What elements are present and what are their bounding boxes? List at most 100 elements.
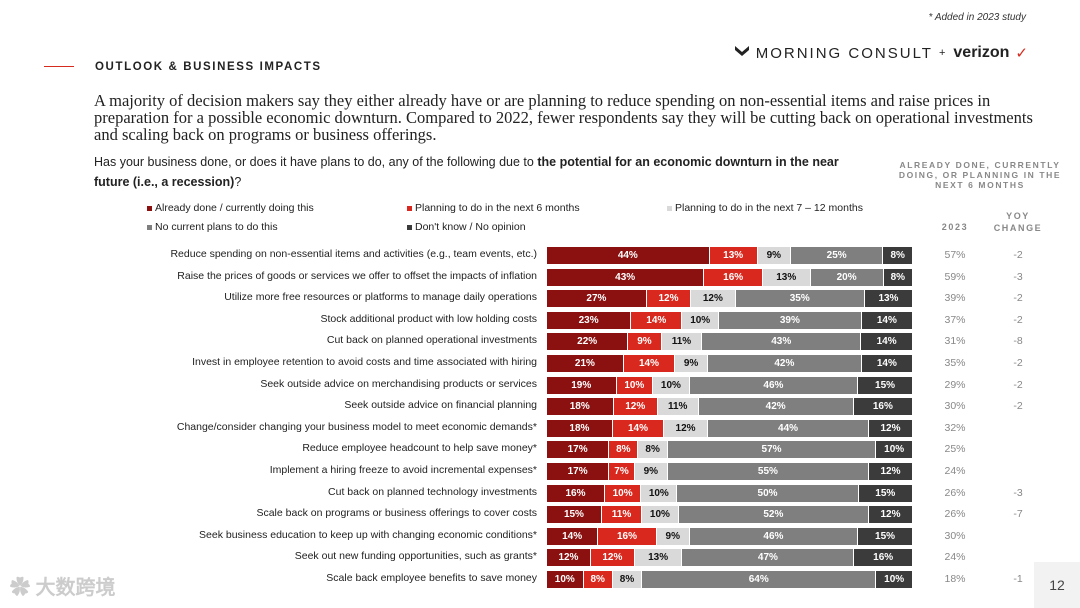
stacked-bar: 12% 12% 13% 47% 16%	[547, 549, 913, 567]
headline: A majority of decision makers say they e…	[94, 91, 1033, 144]
stacked-bar: 16% 10% 10% 50% 15%	[547, 484, 913, 502]
bar-segment-2: 8%	[609, 441, 639, 459]
chart-row: Cut back on planned operational investme…	[0, 333, 1080, 351]
bar-segment-2: 14%	[631, 311, 683, 329]
legend-item: No current plans to do this	[147, 221, 278, 233]
row-label: Raise the prices of goods or services we…	[177, 269, 537, 282]
bar-segment-5: 12%	[869, 419, 913, 437]
stacked-bar: 15% 11% 10% 52% 12%	[547, 506, 913, 524]
bar-segment-2: 9%	[628, 333, 662, 351]
row-label: Cut back on planned operational investme…	[326, 334, 537, 347]
total-2023: 26%	[944, 486, 966, 499]
legend-swatch	[147, 205, 152, 211]
bar-segment-3: 10%	[641, 484, 678, 502]
legend-label: Already done / currently doing this	[155, 202, 314, 214]
bar-segment-3: 13%	[762, 268, 811, 286]
bar-segment-4: 64%	[642, 571, 877, 588]
row-label: Seek outside advice on financial plannin…	[344, 399, 537, 412]
stacked-bar: 21% 14% 9% 42% 14%	[547, 355, 913, 372]
bar-segment-5: 12%	[869, 463, 913, 480]
section-title: OUTLOOK & BUSINESS IMPACTS	[95, 61, 322, 73]
yoy-change: -2	[1013, 400, 1023, 413]
bar-segment-3: 10%	[653, 376, 690, 394]
column-header-2023: 2023	[941, 222, 969, 232]
chart-row: Implement a hiring freeze to avoid incre…	[0, 463, 1080, 480]
question-text: Has your business done, or does it have …	[94, 155, 538, 169]
question-end: ?	[234, 175, 242, 189]
bar-segment-1: 12%	[547, 549, 591, 567]
chart-row: Seek outside advice on merchandising pro…	[0, 376, 1080, 394]
bar-segment-2: 14%	[623, 355, 676, 372]
bar-segment-2: 13%	[709, 247, 758, 264]
morning-consult-logo-icon	[734, 44, 750, 62]
bar-segment-2: 16%	[704, 268, 763, 286]
logo-brand2: verizon	[953, 44, 1010, 61]
bar-segment-4: 46%	[689, 376, 859, 394]
bar-segment-4: 47%	[682, 549, 855, 567]
bar-segment-2: 12%	[590, 549, 635, 567]
chart-row: Reduce employee headcount to help save m…	[0, 441, 1080, 459]
stacked-bar: 17% 7% 9% 55% 12%	[547, 463, 913, 480]
row-label: Reduce employee headcount to help save m…	[302, 442, 537, 455]
bar-segment-3: 12%	[664, 419, 709, 437]
row-label: Reduce spending on non-essential items a…	[170, 248, 537, 260]
bar-segment-4: 35%	[735, 290, 865, 308]
bar-segment-5: 13%	[864, 290, 913, 308]
stacked-bar: 23% 14% 10% 39% 14%	[547, 311, 913, 329]
bar-segment-5: 15%	[858, 527, 913, 545]
row-label: Stock additional product with low holdin…	[320, 312, 537, 325]
stacked-bar: 44% 13% 9% 25% 8%	[547, 247, 913, 264]
total-2023: 59%	[944, 270, 966, 283]
bar-segment-4: 57%	[667, 441, 877, 459]
bar-segment-1: 27%	[547, 290, 647, 308]
legend-swatch	[407, 224, 412, 230]
chart-row: Reduce spending on non-essential items a…	[0, 247, 1080, 264]
chart-row: Seek business education to keep up with …	[0, 527, 1080, 545]
bar-segment-5: 16%	[854, 549, 913, 567]
bar-segment-2: 10%	[616, 376, 654, 394]
stacked-bar: 43% 16% 13% 20% 8%	[547, 268, 913, 286]
bar-segment-3: 13%	[634, 549, 683, 567]
row-label: Scale back employee benefits to save mon…	[326, 572, 537, 584]
bar-segment-2: 12%	[646, 290, 692, 308]
bar-segment-3: 10%	[682, 311, 719, 329]
total-2023: 37%	[944, 313, 966, 326]
row-label: Utilize more free resources or platforms…	[224, 291, 537, 304]
bar-segment-3: 10%	[642, 506, 679, 524]
legend-item: Planning to do in the next 7 – 12 months	[667, 202, 863, 214]
legend-swatch	[407, 205, 412, 211]
column-header-yoy: YOY CHANGE	[993, 211, 1043, 233]
chart-row: Invest in employee retention to avoid co…	[0, 355, 1080, 372]
logo-brand1: MORNING CONSULT	[755, 44, 933, 62]
total-2023: 32%	[944, 421, 966, 434]
bar-segment-3: 9%	[675, 355, 709, 372]
bar-segment-1: 10%	[547, 571, 584, 588]
row-label: Invest in employee retention to avoid co…	[192, 356, 537, 368]
bar-segment-4: 44%	[708, 419, 870, 437]
legend-label: Don't know / No opinion	[415, 221, 526, 233]
bar-segment-2: 14%	[612, 419, 665, 437]
chart-row: Scale back employee benefits to save mon…	[0, 571, 1080, 588]
stacked-bar: 14% 16% 9% 46% 15%	[547, 527, 913, 545]
bar-segment-3: 9%	[634, 463, 668, 480]
bar-segment-5: 8%	[883, 247, 913, 264]
total-2023: 25%	[944, 443, 966, 456]
bar-segment-3: 11%	[661, 333, 703, 351]
total-2023: 31%	[944, 335, 966, 348]
row-label: Seek out new funding opportunities, such…	[294, 550, 537, 563]
stacked-bar: 27% 12% 12% 35% 13%	[547, 290, 913, 308]
watermark: ✿ 大数跨境	[10, 577, 116, 599]
bar-segment-4: 39%	[719, 311, 862, 329]
yoy-change: -2	[1013, 378, 1023, 391]
bar-segment-1: 19%	[547, 376, 617, 394]
bar-segment-4: 42%	[708, 355, 862, 372]
stacked-bar: 18% 12% 11% 42% 16%	[547, 398, 913, 416]
logo-plus: +	[938, 47, 948, 59]
question-emphasis: the potential for an economic downturn i…	[94, 155, 839, 189]
question: Has your business done, or does it have …	[94, 152, 874, 192]
bar-segment-5: 16%	[853, 398, 913, 416]
total-2023: 18%	[944, 573, 966, 585]
yoy-change: -7	[1013, 508, 1023, 521]
chart-row: Utilize more free resources or platforms…	[0, 290, 1080, 308]
column-header-total: ALREADY DONE, CURRENTLY DOING, OR PLANNI…	[898, 160, 1062, 190]
